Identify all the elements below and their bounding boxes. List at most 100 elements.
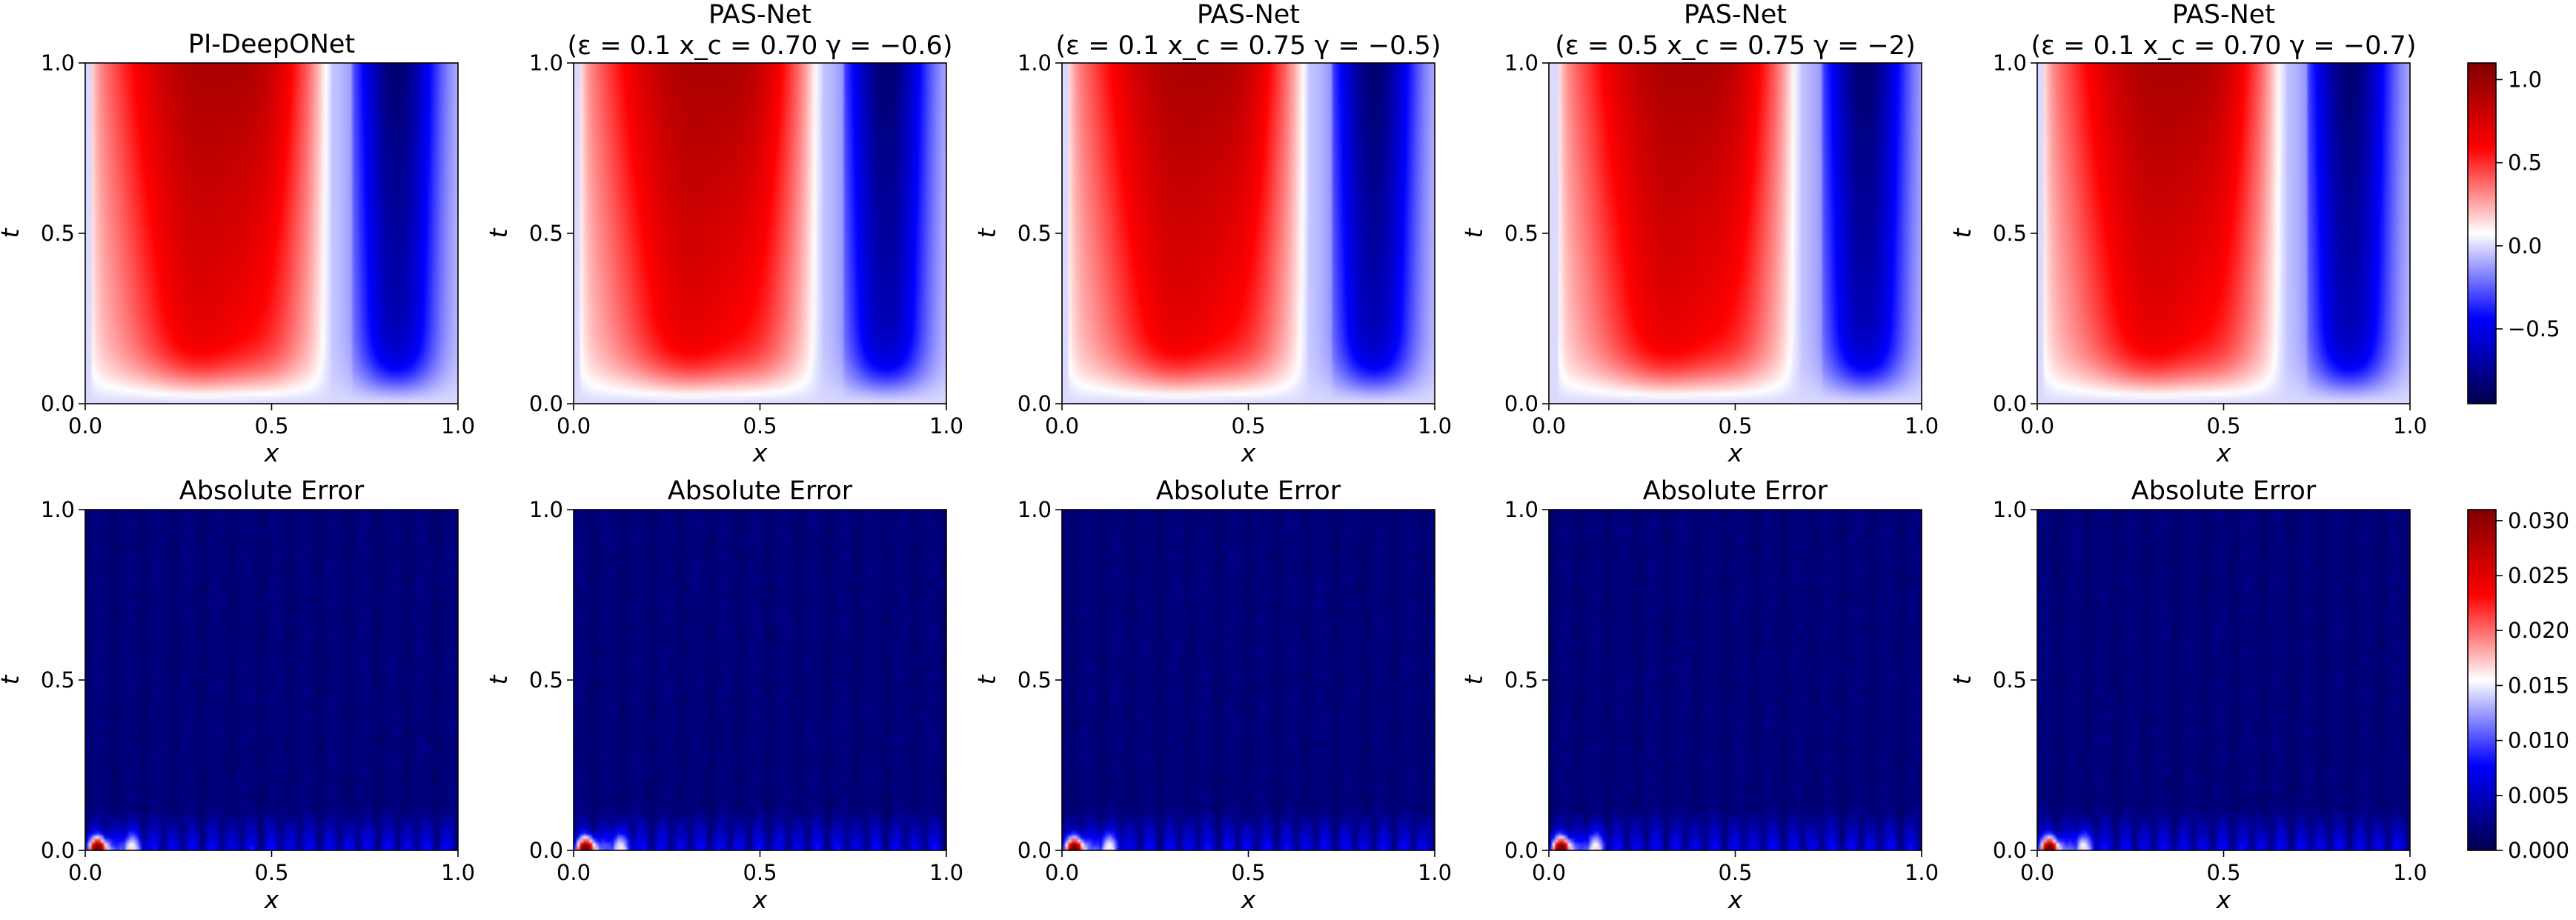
colorbar-tick-label: 0.000: [2508, 838, 2569, 863]
y-tick-label: 0.5: [529, 221, 563, 246]
colorbar-tick-label: 0.005: [2508, 783, 2569, 808]
heatmap-image: [574, 510, 946, 850]
panel-title: Absolute Error: [1643, 476, 1828, 506]
y-tick-label: 1.0: [1504, 497, 1538, 522]
heatmap-image: [1062, 510, 1435, 850]
panel-subtitle: (ε = 0.1 x_c = 0.75 γ = −0.5): [1056, 31, 1441, 61]
y-axis-label: t: [1459, 227, 1488, 238]
x-tick-label: 1.0: [929, 860, 963, 885]
panel-title: Absolute Error: [2131, 476, 2317, 506]
x-tick-label: 0.0: [2020, 413, 2054, 439]
y-tick-label: 0.5: [529, 667, 563, 693]
colorbar: [2467, 509, 2503, 851]
x-axis-label: x: [752, 439, 768, 467]
y-tick-label: 0.5: [1018, 221, 1052, 246]
panel-title: PI-DeepONet: [188, 30, 355, 59]
y-tick-label: 0.0: [1504, 838, 1538, 863]
x-axis-label: x: [2216, 885, 2231, 914]
x-tick-label: 0.0: [68, 413, 102, 439]
x-tick-label: 0.0: [2020, 860, 2054, 885]
x-tick-label: 0.5: [2206, 413, 2240, 439]
error-panel: [2031, 509, 2411, 857]
x-tick-label: 1.0: [441, 413, 475, 439]
y-tick-label: 0.0: [1993, 391, 2027, 416]
colorbar-gradient: [2467, 62, 2497, 404]
y-tick-label: 0.5: [1993, 221, 2027, 246]
colorbar-tick-label: −0.5: [2508, 316, 2560, 341]
panel-subtitle: (ε = 0.1 x_c = 0.70 γ = −0.6): [568, 31, 953, 61]
error-panel: [1542, 509, 1922, 857]
y-tick-label: 0.5: [41, 667, 75, 693]
panel-title: Absolute Error: [179, 476, 365, 506]
colorbar-tick-label: 0.025: [2508, 563, 2569, 588]
colorbar-tick-label: 1.0: [2508, 67, 2542, 92]
y-tick-label: 0.0: [41, 391, 75, 416]
error-panel: [567, 509, 947, 857]
x-tick-label: 0.5: [254, 413, 288, 439]
error-panel: [1055, 509, 1435, 857]
y-axis-label: t: [484, 674, 513, 684]
y-tick-label: 0.5: [1993, 667, 2027, 693]
y-tick-label: 0.0: [41, 838, 75, 863]
panel-title: PAS-Net: [2172, 0, 2275, 30]
y-tick-label: 1.0: [529, 50, 563, 76]
solution-panel: [567, 62, 947, 410]
x-axis-label: x: [1727, 885, 1743, 914]
x-tick-label: 0.5: [1718, 860, 1752, 885]
x-axis-label: x: [264, 885, 279, 914]
solution-panel: [79, 62, 459, 410]
x-tick-label: 0.5: [254, 860, 288, 885]
x-tick-label: 0.5: [1231, 860, 1265, 885]
x-tick-label: 0.0: [1532, 860, 1566, 885]
x-axis-label: x: [1241, 439, 1256, 467]
y-tick-label: 1.0: [1018, 50, 1052, 76]
y-axis-label: t: [0, 227, 24, 238]
colorbar-tick-label: 0.015: [2508, 673, 2569, 698]
colorbar-tick-label: 0.0: [2508, 233, 2542, 259]
y-tick-label: 1.0: [41, 497, 75, 522]
x-tick-label: 0.5: [1231, 413, 1265, 439]
solution-panel: [1542, 62, 1922, 410]
x-tick-label: 0.0: [557, 860, 591, 885]
y-axis-label: t: [0, 674, 24, 684]
x-tick-label: 0.5: [743, 413, 777, 439]
y-axis-label: t: [972, 227, 1001, 238]
x-axis-label: x: [752, 885, 768, 914]
y-tick-label: 0.0: [1504, 391, 1538, 416]
panel-subtitle: (ε = 0.1 x_c = 0.70 γ = −0.7): [2031, 31, 2417, 61]
y-tick-label: 1.0: [1993, 50, 2027, 76]
x-tick-label: 1.0: [929, 413, 963, 439]
colorbar-gradient: [2467, 509, 2497, 851]
x-axis-label: x: [1727, 439, 1743, 467]
x-tick-label: 0.0: [68, 860, 102, 885]
heatmap-image: [85, 63, 458, 404]
y-tick-label: 0.0: [1993, 838, 2027, 863]
heatmap-image: [1549, 63, 1922, 404]
x-tick-label: 1.0: [1905, 860, 1939, 885]
x-tick-label: 0.0: [1045, 413, 1079, 439]
heatmap-image: [1062, 63, 1435, 404]
y-tick-label: 0.5: [41, 221, 75, 246]
panel-title: Absolute Error: [668, 476, 853, 506]
panel-title: PAS-Net: [1197, 0, 1300, 30]
y-tick-label: 1.0: [1504, 50, 1538, 76]
solution-panel: [1055, 62, 1435, 410]
panel-title: PAS-Net: [708, 0, 811, 30]
y-axis-label: t: [1948, 227, 1976, 238]
x-tick-label: 1.0: [441, 860, 475, 885]
y-tick-label: 0.0: [529, 391, 563, 416]
panel-subtitle: (ε = 0.5 x_c = 0.75 γ = −2): [1555, 31, 1916, 61]
y-axis-label: t: [484, 227, 513, 238]
x-tick-label: 0.0: [1045, 860, 1079, 885]
y-tick-label: 0.5: [1504, 221, 1538, 246]
y-axis-label: t: [972, 674, 1001, 684]
solution-panel: [2031, 62, 2411, 410]
x-tick-label: 0.5: [2206, 860, 2240, 885]
y-tick-label: 0.0: [1018, 838, 1052, 863]
error-panel: [79, 509, 459, 857]
heatmap-image: [85, 510, 458, 850]
x-tick-label: 0.5: [743, 860, 777, 885]
x-tick-label: 0.0: [557, 413, 591, 439]
heatmap-image: [2037, 510, 2410, 850]
